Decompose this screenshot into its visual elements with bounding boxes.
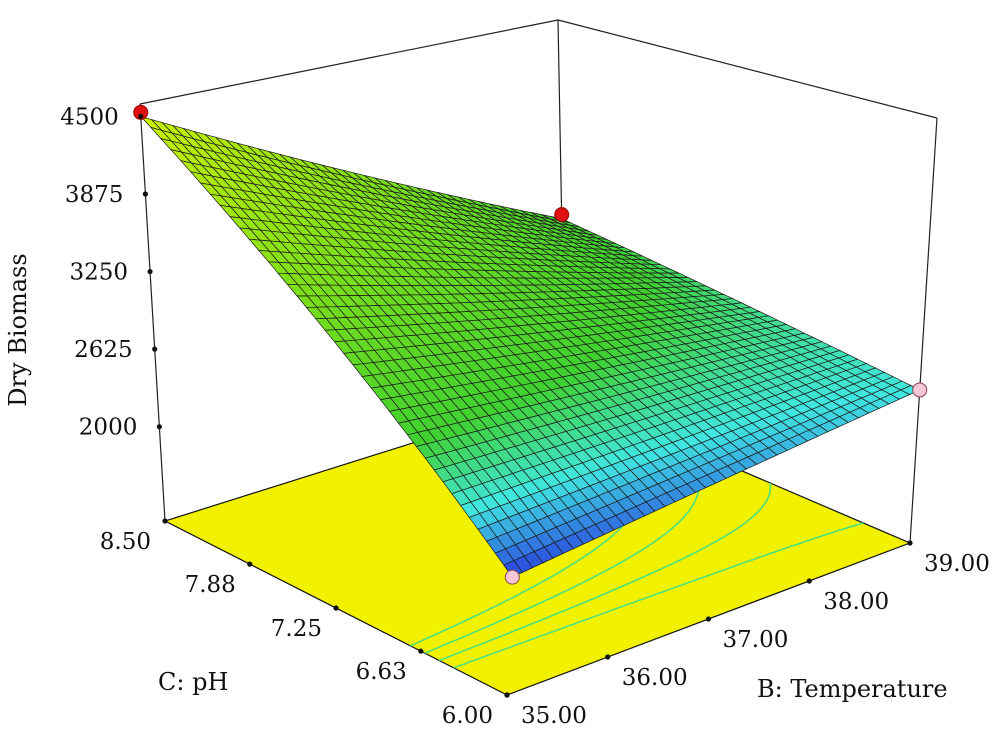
- ph-tick-label: 7.88: [185, 572, 236, 598]
- z-tick-mark: [147, 268, 153, 275]
- ph-axis-title: C: pH: [158, 668, 228, 696]
- design-point: [554, 207, 570, 223]
- temperature-tick-mark: [806, 578, 812, 584]
- z-tick-mark: [138, 113, 144, 120]
- z-tick-label: 3875: [65, 182, 124, 208]
- z-tick-label: 3250: [69, 260, 128, 286]
- ph-tick-mark: [247, 561, 253, 567]
- design-points: [133, 104, 928, 585]
- box-top-edge-right: [557, 19, 938, 119]
- z-tick-mark: [142, 191, 148, 197]
- z-tick-label: 2625: [74, 337, 133, 363]
- box-top-edge-left: [139, 19, 559, 105]
- design-point: [133, 104, 149, 120]
- ph-tick-label: 6.63: [356, 659, 407, 685]
- z-axis-title: Dry Biomass: [4, 253, 32, 406]
- temperature-tick-label: 38.00: [823, 589, 889, 615]
- ph-tick-mark: [418, 648, 424, 654]
- contour-line: [453, 522, 864, 669]
- ph-tick-label: 7.25: [271, 616, 322, 642]
- temperature-tick-mark: [504, 692, 510, 698]
- temperature-tick-mark: [907, 540, 913, 546]
- design-point: [912, 382, 928, 398]
- z-tick-label: 2000: [79, 415, 138, 441]
- z-tick-label: 4500: [60, 104, 119, 130]
- ph-tick-mark: [162, 518, 168, 524]
- design-point: [504, 569, 520, 585]
- temperature-tick-mark: [705, 616, 712, 622]
- z-tick-mark: [156, 424, 162, 430]
- temperature-axis-title: B: Temperature: [757, 675, 948, 703]
- temperature-tick-label: 37.00: [723, 627, 789, 653]
- ph-tick-mark: [333, 605, 339, 611]
- response-surface: [139, 115, 921, 578]
- z-tick-mark: [152, 346, 158, 352]
- z-axis-line-left: [139, 103, 166, 522]
- ph-tick-label: 8.50: [100, 529, 151, 555]
- temperature-tick-label: 35.00: [521, 703, 587, 729]
- temperature-tick-label: 39.00: [924, 551, 990, 577]
- contour-line: [424, 442, 701, 654]
- z-axis-line-right: [909, 117, 938, 544]
- temperature-tick-mark: [605, 654, 611, 660]
- axis-box: [139, 19, 938, 544]
- axis-ticks: 2000 2625 3250 3875 4500 6.00 6.63 7.25 7.88 8.50…: [60, 104, 990, 729]
- ph-tick-label: 6.00: [442, 703, 493, 729]
- temperature-tick-label: 36.00: [622, 665, 688, 691]
- contour-line: [438, 482, 772, 662]
